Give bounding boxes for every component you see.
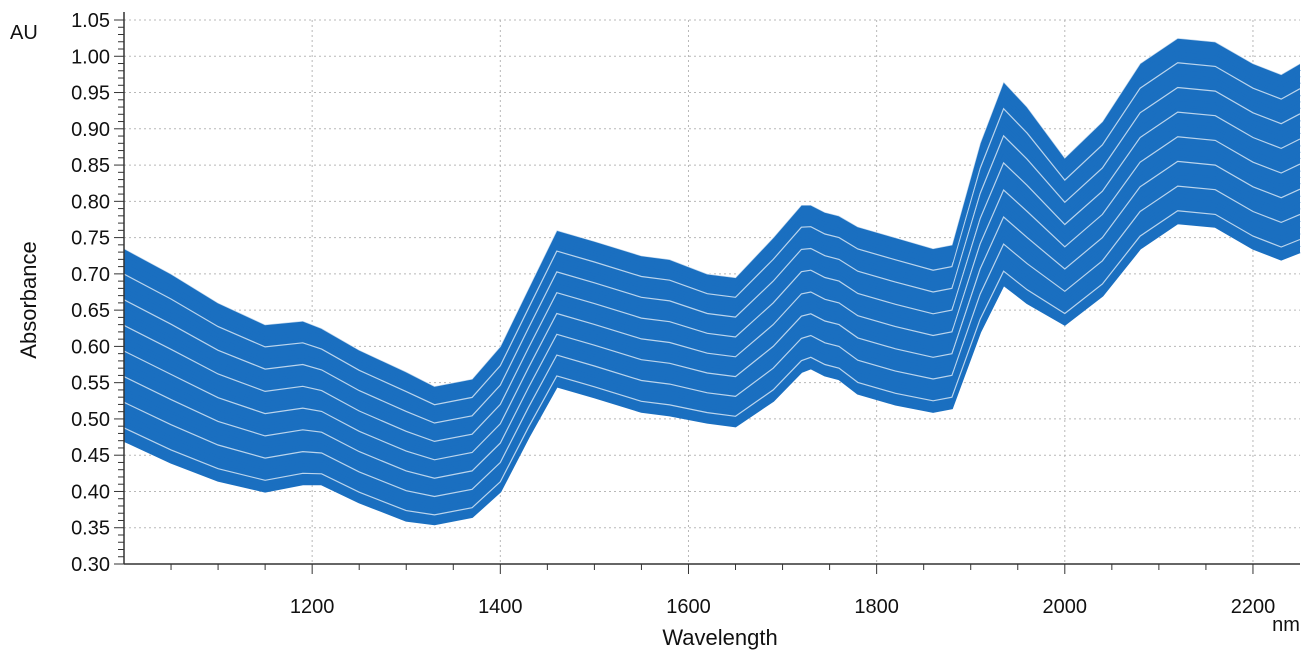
y-tick-label: 0.45 bbox=[71, 445, 110, 467]
spectrum-line bbox=[123, 86, 1301, 424]
y-tick-label: 0.35 bbox=[71, 518, 110, 540]
spectrum-line bbox=[123, 215, 1301, 521]
x-tick-label: 1800 bbox=[854, 596, 899, 618]
x-unit-label: nm bbox=[1272, 614, 1300, 636]
spectrum-line bbox=[123, 55, 1301, 402]
spectra-series-group bbox=[123, 37, 1301, 526]
y-tick-label: 0.95 bbox=[71, 83, 110, 105]
x-axis-label: Wavelength bbox=[662, 625, 777, 650]
y-tick-label: 0.55 bbox=[71, 373, 110, 395]
spectrum-line bbox=[123, 43, 1301, 393]
y-axis-label: Absorbance bbox=[16, 241, 41, 358]
spectrum-line bbox=[123, 147, 1301, 471]
axes: 0.30 0.35 0.40 0.45 0.50 0.55 0.60 0.65 0.70 0.75… bbox=[71, 10, 1300, 618]
spectrum-line bbox=[123, 160, 1301, 479]
y-tick-label: 1.05 bbox=[71, 10, 110, 32]
y-tick-label: 0.65 bbox=[71, 300, 110, 322]
x-tick-label: 2200 bbox=[1231, 596, 1276, 618]
spectrum-line bbox=[123, 67, 1301, 411]
spectrum-line bbox=[123, 191, 1301, 503]
spectrum-line bbox=[123, 37, 1301, 387]
spectrum-line bbox=[123, 166, 1301, 484]
spectrum-line bbox=[123, 73, 1301, 416]
y-tick-label: 0.50 bbox=[71, 409, 110, 431]
spectrum-line bbox=[123, 221, 1301, 526]
y-tick-label: 0.30 bbox=[71, 554, 110, 576]
spectrum-line bbox=[123, 129, 1301, 457]
y-tick-label: 1.00 bbox=[71, 46, 110, 68]
spectrum-line bbox=[123, 49, 1301, 397]
spectrum-line bbox=[123, 123, 1301, 452]
spectrum-line bbox=[123, 111, 1301, 443]
spectrum-line bbox=[123, 104, 1301, 438]
y-tick-label: 0.75 bbox=[71, 228, 110, 250]
spectrum-line bbox=[123, 141, 1301, 466]
y-tick-label: 0.90 bbox=[71, 119, 110, 141]
spectrum-line bbox=[123, 80, 1301, 420]
spectra-band bbox=[124, 38, 1300, 525]
x-tick-label: 1200 bbox=[290, 596, 335, 618]
spectrum-line bbox=[123, 197, 1301, 507]
spectrum-line bbox=[123, 98, 1301, 434]
spectrum-line bbox=[123, 62, 1301, 406]
x-tick-label: 1400 bbox=[478, 596, 523, 618]
x-tick-label: 1600 bbox=[666, 596, 711, 618]
spectrum-line bbox=[123, 172, 1301, 489]
y-tick-label: 0.60 bbox=[71, 336, 110, 358]
y-tick-label: 0.40 bbox=[71, 481, 110, 503]
spectrum-line bbox=[123, 185, 1301, 498]
spectrum-line bbox=[123, 210, 1301, 516]
x-tick-label: 2000 bbox=[1043, 596, 1088, 618]
spectrum-line bbox=[123, 92, 1301, 429]
spectrum-line bbox=[123, 117, 1301, 448]
spectrum-line bbox=[123, 203, 1301, 512]
spectrum-line bbox=[123, 178, 1301, 494]
spectrum-line bbox=[123, 136, 1301, 461]
spectrum-line bbox=[123, 154, 1301, 475]
y-unit-label: AU bbox=[10, 22, 38, 44]
y-tick-label: 0.85 bbox=[71, 155, 110, 177]
y-tick-label: 0.70 bbox=[71, 264, 110, 286]
y-tick-label: 0.80 bbox=[71, 191, 110, 213]
